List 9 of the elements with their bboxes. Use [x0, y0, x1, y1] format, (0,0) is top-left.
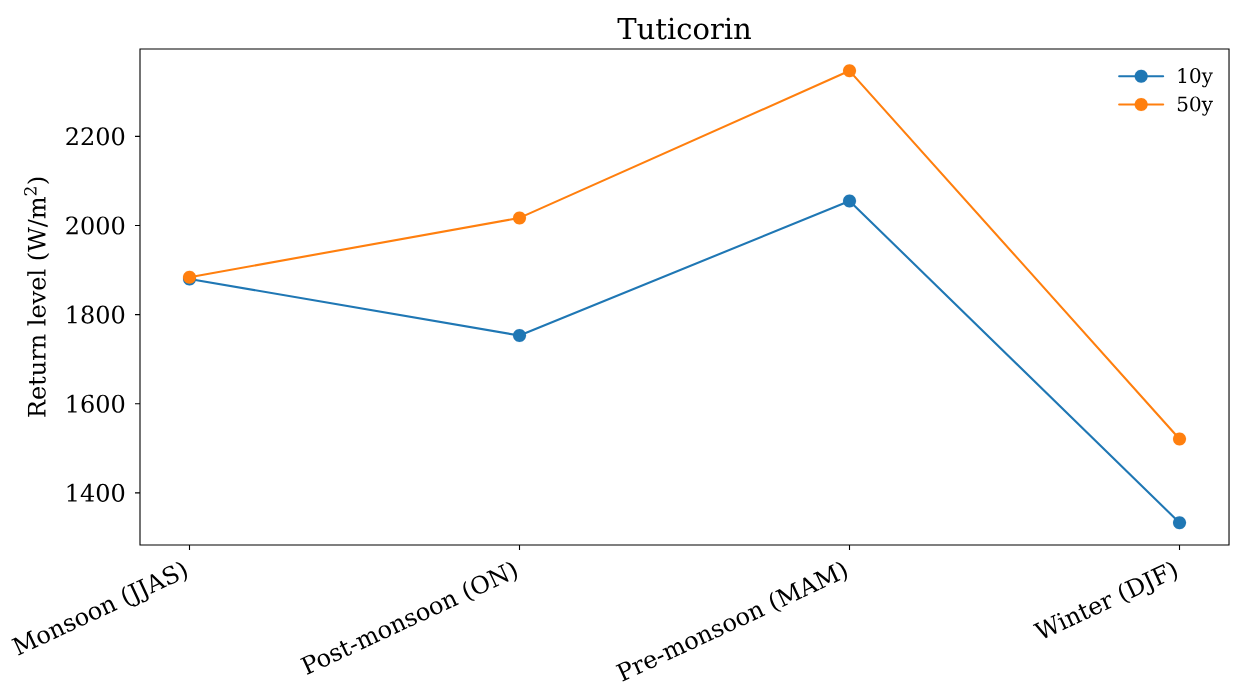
- legend-label: 50y: [1177, 96, 1213, 116]
- legend-label: 10y: [1178, 68, 1213, 88]
- chart-title: Tuticorin: [617, 17, 751, 40]
- y-axis-title: Return level (W/m$^{2}$): [24, 177, 50, 417]
- y-tick-label: 2200: [66, 127, 125, 146]
- y-tick-label: 1600: [67, 394, 125, 413]
- y-tick-label: 1400: [67, 483, 125, 502]
- y-tick-label: 2000: [66, 216, 125, 235]
- y-tick-label: 1800: [67, 305, 125, 324]
